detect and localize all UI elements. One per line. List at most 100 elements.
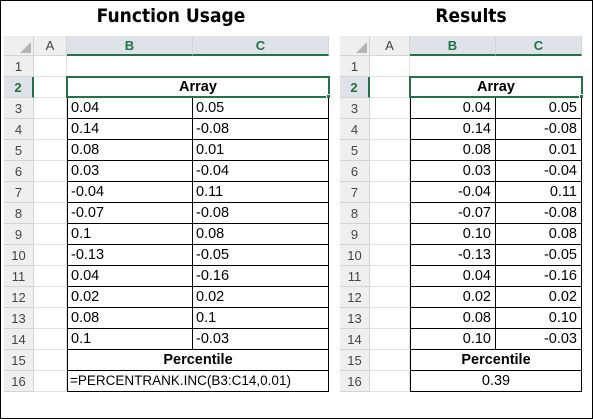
usage-row-header-6[interactable]: 6 xyxy=(4,161,34,182)
results-cell-c8[interactable]: -0.08 xyxy=(496,203,582,224)
results-cell-a2[interactable] xyxy=(370,77,410,98)
usage-cell-c4[interactable]: -0.08 xyxy=(193,119,329,140)
results-row-header-6[interactable]: 6 xyxy=(340,161,370,182)
results-row-header-13[interactable]: 13 xyxy=(340,308,370,329)
usage-cell-a10[interactable] xyxy=(34,245,67,266)
results-col-header-a[interactable]: A xyxy=(370,36,410,56)
results-cell-c14[interactable]: -0.03 xyxy=(496,329,582,350)
usage-cell-c12[interactable]: 0.02 xyxy=(193,287,329,308)
results-cell-a15[interactable] xyxy=(370,350,410,371)
usage-cell-a6[interactable] xyxy=(34,161,67,182)
usage-cell-c14[interactable]: -0.03 xyxy=(193,329,329,350)
usage-cell-b13[interactable]: 0.08 xyxy=(67,308,193,329)
results-array-header[interactable]: Array xyxy=(409,76,583,98)
results-cell-c4[interactable]: -0.08 xyxy=(496,119,582,140)
results-cell-b4[interactable]: 0.14 xyxy=(410,119,496,140)
results-row-header-9[interactable]: 9 xyxy=(340,224,370,245)
usage-cell-a15[interactable] xyxy=(34,350,67,371)
results-cell-b5[interactable]: 0.08 xyxy=(410,140,496,161)
results-cell-a12[interactable] xyxy=(370,287,410,308)
usage-row-header-12[interactable]: 12 xyxy=(4,287,34,308)
usage-array-header[interactable]: Array xyxy=(66,76,330,98)
results-cell-b11[interactable]: 0.04 xyxy=(410,266,496,287)
usage-row-header-10[interactable]: 10 xyxy=(4,245,34,266)
usage-cell-c8[interactable]: -0.08 xyxy=(193,203,329,224)
results-cell-b8[interactable]: -0.07 xyxy=(410,203,496,224)
usage-cell-b5[interactable]: 0.08 xyxy=(67,140,193,161)
usage-cell-c9[interactable]: 0.08 xyxy=(193,224,329,245)
results-cell-c7[interactable]: 0.11 xyxy=(496,182,582,203)
results-cell-a11[interactable] xyxy=(370,266,410,287)
usage-percentile-label[interactable]: Percentile xyxy=(67,350,329,371)
usage-cell-a7[interactable] xyxy=(34,182,67,203)
usage-cell-a2[interactable] xyxy=(34,77,67,98)
usage-cell-a3[interactable] xyxy=(34,98,67,119)
usage-cell-b3[interactable]: 0.04 xyxy=(67,98,193,119)
usage-cell-a9[interactable] xyxy=(34,224,67,245)
results-cell-c11[interactable]: -0.16 xyxy=(496,266,582,287)
results-result-value-cell[interactable]: 0.39 xyxy=(410,371,582,392)
results-cell-a4[interactable] xyxy=(370,119,410,140)
results-cell-a8[interactable] xyxy=(370,203,410,224)
usage-col-header-a[interactable]: A xyxy=(34,36,67,56)
usage-cell-b7[interactable]: -0.04 xyxy=(67,182,193,203)
results-cell-c9[interactable]: 0.08 xyxy=(496,224,582,245)
usage-cell-b4[interactable]: 0.14 xyxy=(67,119,193,140)
usage-cell-a5[interactable] xyxy=(34,140,67,161)
results-cell-b3[interactable]: 0.04 xyxy=(410,98,496,119)
results-cell-a1[interactable] xyxy=(370,56,410,77)
results-cell-b14[interactable]: 0.10 xyxy=(410,329,496,350)
usage-cell-c11[interactable]: -0.16 xyxy=(193,266,329,287)
results-cell-b13[interactable]: 0.08 xyxy=(410,308,496,329)
usage-row-header-4[interactable]: 4 xyxy=(4,119,34,140)
results-cell-a16[interactable] xyxy=(370,371,410,392)
results-row-header-16[interactable]: 16 xyxy=(340,371,370,392)
results-col-header-c[interactable]: C xyxy=(496,36,582,56)
results-cell-b9[interactable]: 0.10 xyxy=(410,224,496,245)
usage-row-header-3[interactable]: 3 xyxy=(4,98,34,119)
results-cell-a6[interactable] xyxy=(370,161,410,182)
results-row-header-2[interactable]: 2 xyxy=(340,77,370,98)
usage-row-header-5[interactable]: 5 xyxy=(4,140,34,161)
results-row-header-15[interactable]: 15 xyxy=(340,350,370,371)
results-row-header-10[interactable]: 10 xyxy=(340,245,370,266)
results-cell-c12[interactable]: 0.02 xyxy=(496,287,582,308)
usage-row-header-7[interactable]: 7 xyxy=(4,182,34,203)
usage-row-header-9[interactable]: 9 xyxy=(4,224,34,245)
usage-cell-c10[interactable]: -0.05 xyxy=(193,245,329,266)
usage-cell-a13[interactable] xyxy=(34,308,67,329)
results-row-header-7[interactable]: 7 xyxy=(340,182,370,203)
results-select-all-corner[interactable] xyxy=(340,36,370,56)
usage-cell-a16[interactable] xyxy=(34,371,67,392)
usage-row-1-blank[interactable] xyxy=(67,56,329,77)
results-row-header-12[interactable]: 12 xyxy=(340,287,370,308)
usage-cell-a14[interactable] xyxy=(34,329,67,350)
usage-select-all-corner[interactable] xyxy=(4,36,34,56)
results-row-header-3[interactable]: 3 xyxy=(340,98,370,119)
usage-cell-b12[interactable]: 0.02 xyxy=(67,287,193,308)
results-cell-a7[interactable] xyxy=(370,182,410,203)
results-cell-a14[interactable] xyxy=(370,329,410,350)
usage-row-header-14[interactable]: 14 xyxy=(4,329,34,350)
usage-cell-c13[interactable]: 0.1 xyxy=(193,308,329,329)
usage-row-header-8[interactable]: 8 xyxy=(4,203,34,224)
results-cell-c10[interactable]: -0.05 xyxy=(496,245,582,266)
results-cell-c3[interactable]: 0.05 xyxy=(496,98,582,119)
usage-cell-a12[interactable] xyxy=(34,287,67,308)
results-cell-a9[interactable] xyxy=(370,224,410,245)
usage-cell-a11[interactable] xyxy=(34,266,67,287)
usage-row-header-15[interactable]: 15 xyxy=(4,350,34,371)
results-row-header-5[interactable]: 5 xyxy=(340,140,370,161)
results-row-header-14[interactable]: 14 xyxy=(340,329,370,350)
usage-row-header-16[interactable]: 16 xyxy=(4,371,34,392)
results-cell-b12[interactable]: 0.02 xyxy=(410,287,496,308)
usage-row-header-11[interactable]: 11 xyxy=(4,266,34,287)
usage-cell-c7[interactable]: 0.11 xyxy=(193,182,329,203)
usage-col-header-b[interactable]: B xyxy=(67,36,193,56)
usage-cell-c3[interactable]: 0.05 xyxy=(193,98,329,119)
results-row-header-1[interactable]: 1 xyxy=(340,56,370,77)
usage-cell-b6[interactable]: 0.03 xyxy=(67,161,193,182)
usage-row-header-2[interactable]: 2 xyxy=(4,77,34,98)
results-cell-a13[interactable] xyxy=(370,308,410,329)
usage-row-header-1[interactable]: 1 xyxy=(4,56,34,77)
